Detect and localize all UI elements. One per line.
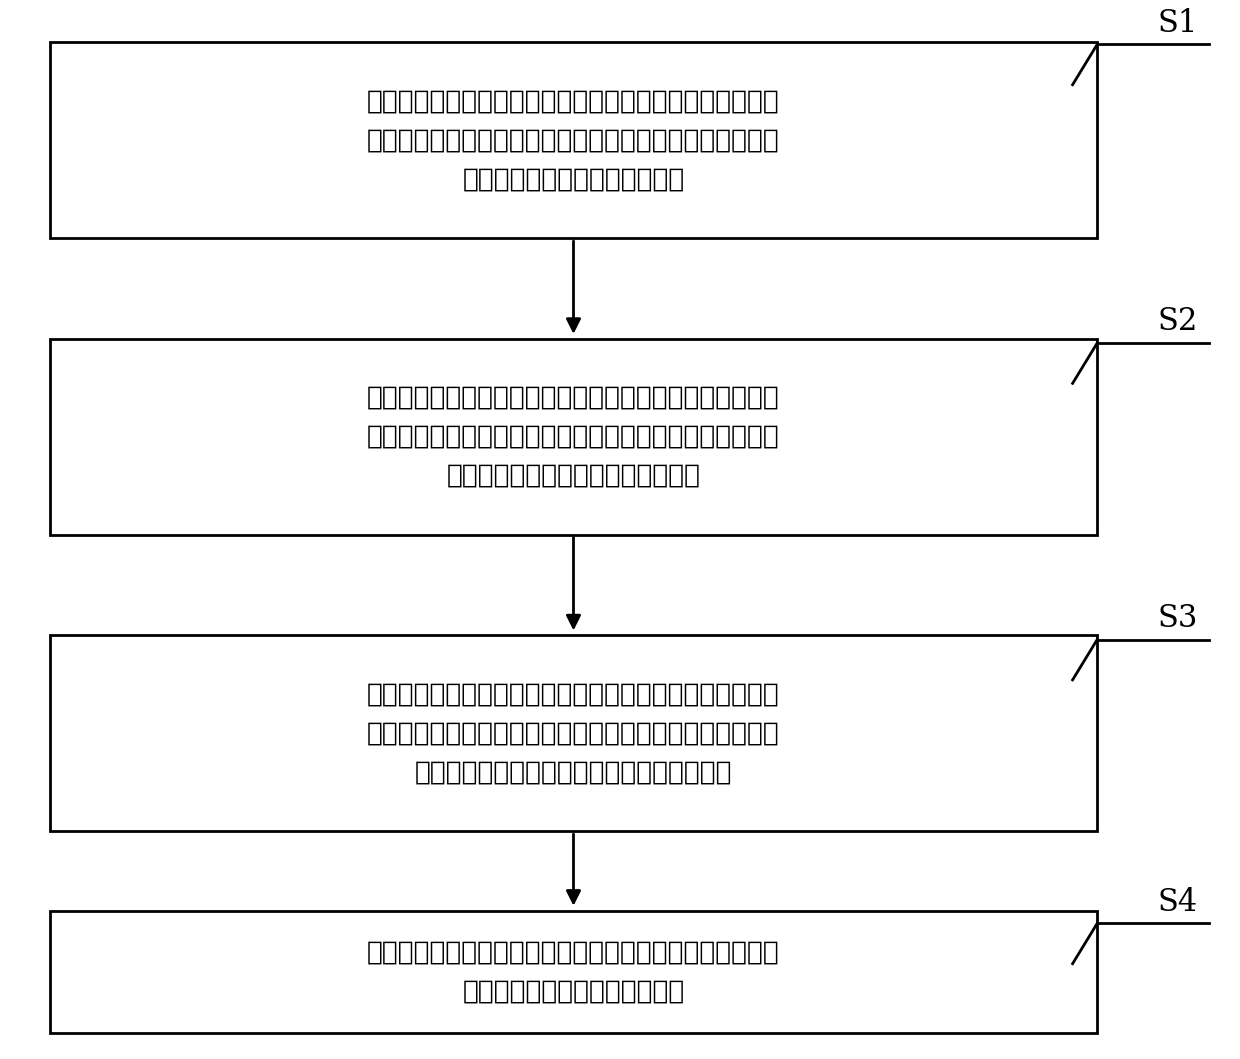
Text: S2: S2 bbox=[1158, 306, 1198, 338]
FancyBboxPatch shape bbox=[50, 635, 1097, 831]
Text: S1: S1 bbox=[1158, 7, 1198, 39]
Text: 对合成得到的多个高分辨率的人脸图像块进行位置拼合，得
到一张完整的高分辨率人脸图像: 对合成得到的多个高分辨率的人脸图像块进行位置拼合，得 到一张完整的高分辨率人脸图… bbox=[367, 939, 780, 1004]
FancyBboxPatch shape bbox=[50, 911, 1097, 1033]
Text: 对低分辨率人脸图像上的每一个重叠图像块，用它对应的高
分辨率人脸图像上的重叠图像块，结合最优权重系数以及重
叠次数进行合成，得到高分辨率的人脸图像块: 对低分辨率人脸图像上的每一个重叠图像块，用它对应的高 分辨率人脸图像上的重叠图像… bbox=[367, 681, 780, 786]
FancyBboxPatch shape bbox=[50, 339, 1097, 535]
Text: S4: S4 bbox=[1158, 886, 1198, 918]
Text: 对低分辨率人脸图像上的每一个重叠图像块，分别计算其在
局部约束和低秩约束条件下的表达权重系数，并对该表达权
重系数进行求解，得到最优权重系数: 对低分辨率人脸图像上的每一个重叠图像块，分别计算其在 局部约束和低秩约束条件下的… bbox=[367, 384, 780, 489]
Text: S3: S3 bbox=[1158, 603, 1198, 634]
FancyBboxPatch shape bbox=[50, 42, 1097, 238]
Text: 获取一张待重建的低分辨率人脸图像，将它与训练样品集里
的多张高分辨率人脸图像分别进行比对，找到它与每张高分
辨率人脸图像互相重叠的图像块: 获取一张待重建的低分辨率人脸图像，将它与训练样品集里 的多张高分辨率人脸图像分别… bbox=[367, 88, 780, 193]
